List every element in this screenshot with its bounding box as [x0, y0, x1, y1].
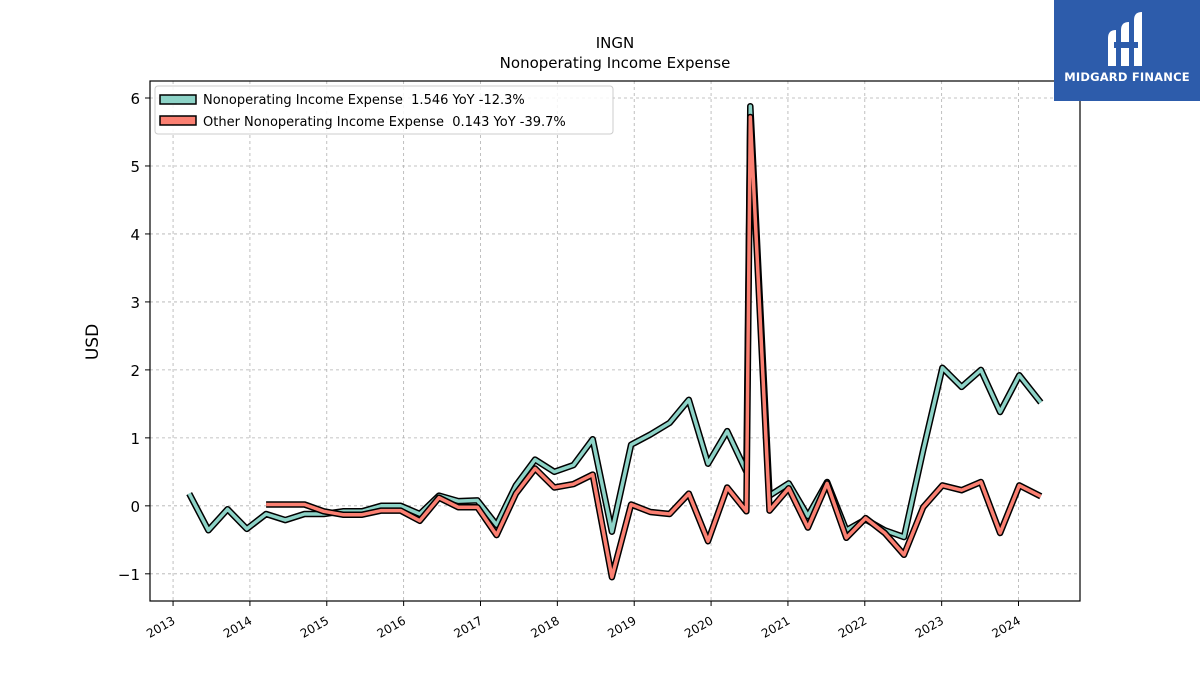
y-tick-label: 2 [130, 362, 140, 380]
x-axis: 2013 2014 2015 2016 2017 2018 2019 2020 2021 2022… [144, 601, 1023, 641]
y-tick-label: 0 [130, 498, 140, 516]
x-tick-label: 2021 [759, 613, 792, 640]
series-line-nonoperating [187, 104, 1043, 539]
x-tick-label: 2019 [605, 613, 638, 640]
x-tick-label: 2016 [375, 613, 408, 640]
legend-label-other-nonoperating: Other Nonoperating Income Expense 0.143 … [203, 115, 566, 130]
y-axis: −1 0 1 2 3 4 5 6 [118, 90, 150, 584]
y-tick-label: 3 [130, 294, 140, 312]
logo-text: MIDGARD FINANCE [1064, 70, 1190, 84]
y-tick-label: 1 [130, 430, 140, 448]
legend-label-nonoperating: Nonoperating Income Expense 1.546 YoY -1… [203, 93, 525, 108]
legend: Nonoperating Income Expense 1.546 YoY -1… [154, 85, 614, 135]
x-tick-label: 2014 [221, 613, 254, 640]
x-tick-label: 2022 [836, 613, 869, 640]
x-tick-label: 2020 [682, 613, 715, 640]
plot-frame [149, 80, 1081, 602]
legend-swatch-nonoperating [159, 94, 197, 105]
series-line-other-nonoperating [266, 115, 1042, 579]
chart-title: INGN [596, 34, 635, 52]
x-tick-label: 2023 [913, 613, 946, 640]
x-tick-label: 2018 [528, 613, 561, 640]
y-tick-label: −1 [118, 566, 140, 584]
series-layer [186, 102, 1044, 581]
x-tick-label: 2013 [144, 613, 177, 640]
y-tick-label: 5 [130, 158, 140, 176]
y-tick-label: 4 [130, 226, 140, 244]
chart-subtitle: Nonoperating Income Expense [500, 54, 731, 72]
x-tick-label: 2015 [298, 613, 331, 640]
legend-box [154, 85, 614, 135]
legend-swatch-other-nonoperating [159, 115, 197, 126]
x-tick-label: 2017 [452, 613, 485, 640]
series-line-outline [186, 102, 1044, 541]
y-axis-label: USD [83, 324, 103, 360]
midgard-finance-logo-mark-icon [1108, 12, 1142, 66]
midgard-finance-logo: MIDGARD FINANCE [1054, 0, 1200, 101]
x-tick-label: 2024 [990, 613, 1023, 640]
y-tick-label: 6 [130, 90, 140, 108]
